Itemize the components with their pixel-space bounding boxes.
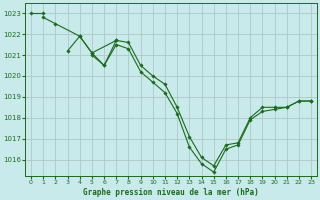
X-axis label: Graphe pression niveau de la mer (hPa): Graphe pression niveau de la mer (hPa) xyxy=(83,188,259,197)
